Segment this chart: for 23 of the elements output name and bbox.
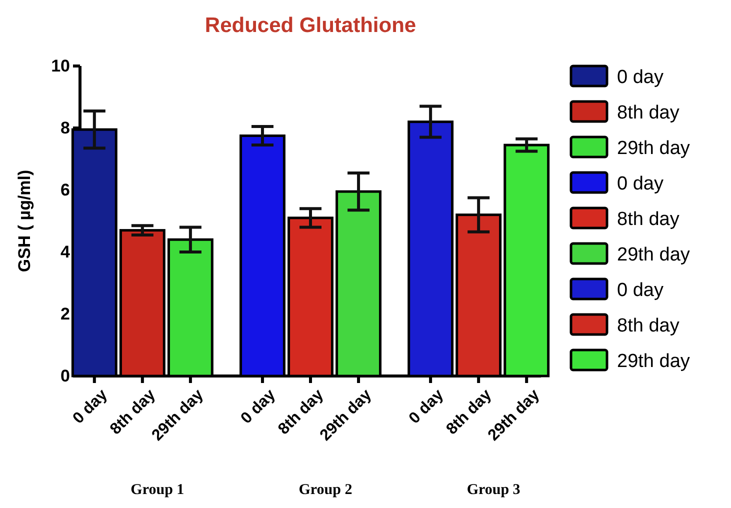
legend-label: 29th day (617, 351, 690, 372)
text: Group 2 (298, 482, 352, 498)
x-tick-label: 0 day (406, 386, 448, 428)
legend-label: 29th day (617, 244, 690, 266)
legend-label: 29th day (617, 138, 690, 159)
text: Group 1 (130, 482, 184, 498)
legend-label: 8th day (617, 102, 680, 124)
y-tick-label: 4 (60, 242, 71, 262)
chart-title: Reduced Glutathione (204, 14, 416, 37)
y-tick-label: 10 (51, 56, 70, 76)
x-tick-label: 0 day (238, 386, 279, 428)
text: Group 3 (466, 482, 520, 498)
legend-label: 8th day (617, 209, 680, 230)
y-tick-label: 6 (60, 180, 70, 200)
y-tick-label: 8 (60, 118, 70, 138)
x-tick-label: 0 day (70, 386, 111, 428)
legend-label: 8th day (617, 316, 680, 336)
y-tick-label: 0 (60, 366, 70, 386)
y-axis-title: GSH ( µg/ml) (15, 170, 34, 272)
y-tick-label: 2 (60, 304, 70, 324)
legend-label: 0 day (617, 280, 664, 301)
legend-label: 0 day (617, 174, 664, 194)
legend-label: 0 day (617, 67, 664, 88)
